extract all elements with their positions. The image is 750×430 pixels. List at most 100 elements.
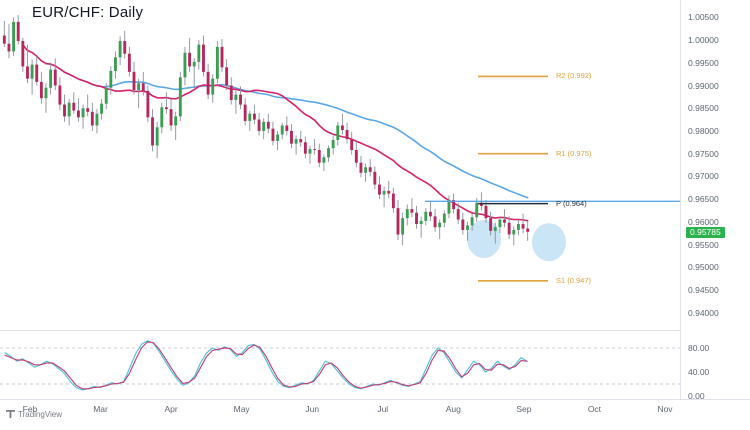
candle-down (243, 104, 247, 121)
candle-up (438, 222, 442, 228)
candle-down (141, 83, 145, 91)
oscillator-series (4, 340, 528, 391)
tradingview-watermark: TradingView (6, 410, 62, 419)
double-bottom-left (467, 220, 501, 259)
double-bottom-right (532, 223, 566, 262)
candle-up (424, 211, 428, 221)
price-axis-tick: 0.98500 (688, 103, 719, 114)
candle-up (49, 69, 53, 88)
candle-up (498, 219, 502, 228)
price-axis-tick: 0.99500 (688, 57, 719, 68)
candle-up (516, 224, 520, 230)
level-label-s1: S1 (0.947) (556, 275, 592, 285)
candle-up (308, 149, 312, 154)
price-axis-tick: 0.97000 (688, 171, 719, 182)
ma-slow-line (45, 62, 529, 199)
candle-down (206, 71, 210, 95)
candle-down (313, 149, 317, 151)
candle-down (507, 222, 511, 235)
watermark-label: TradingView (18, 410, 63, 419)
price-axis-tick: 1.00000 (688, 35, 719, 46)
candle-down (58, 85, 62, 105)
price-axis-tick: 0.94000 (688, 307, 719, 318)
candle-down (7, 43, 11, 52)
candle-down (86, 108, 90, 112)
candle-up (30, 64, 34, 79)
candle-down (21, 40, 25, 67)
candle-down (151, 117, 154, 146)
candle-down (164, 107, 168, 110)
candle-down (410, 209, 414, 213)
time-axis-tick: Jul (377, 404, 389, 414)
oscillator-line-k (4, 340, 528, 391)
candle-down (72, 102, 76, 111)
price-axis-tick: 0.95500 (688, 239, 719, 250)
time-axis-tick: Oct (587, 404, 602, 414)
candle-up (160, 107, 164, 128)
candle-down (239, 94, 242, 105)
current-price-tag[interactable]: 0.95785 (686, 226, 725, 239)
candle-down (202, 44, 205, 72)
candle-down (225, 67, 229, 86)
candle-down (271, 128, 275, 141)
candle-up (401, 218, 405, 235)
candle-up (262, 121, 266, 131)
price-axis-tick: 0.98000 (688, 125, 719, 136)
candle-down (345, 130, 349, 140)
oscillator-line-d (4, 341, 528, 390)
candle-up (183, 52, 187, 78)
candle-up (405, 209, 409, 219)
candle-up (44, 87, 48, 99)
candle-down (266, 121, 270, 129)
candle-down (317, 150, 321, 163)
candle-down (257, 119, 261, 131)
candle-up (100, 103, 104, 114)
candle-up (276, 134, 280, 141)
candle-up (178, 77, 182, 117)
candle-up (512, 229, 516, 235)
candle-up (155, 127, 159, 146)
time-axis[interactable]: Feb Mar Apr May Jun Jul Aug Sep Oct Nov (0, 400, 750, 422)
candle-down (391, 193, 395, 209)
candle-down (35, 64, 39, 82)
candle-down (489, 218, 493, 231)
candle-down (132, 71, 136, 91)
price-axis[interactable]: 1.00500 1.00000 0.99500 0.99000 0.98500 0.980… (680, 0, 750, 330)
candle-down (229, 85, 233, 101)
candle-down (433, 216, 437, 228)
oscillator-axis[interactable]: 80.00 40.00 0.00 (680, 330, 750, 401)
candle-up (174, 116, 178, 126)
candle-up (327, 148, 330, 158)
highlight-ellipses (467, 220, 566, 262)
time-axis-tick: Sep (516, 404, 532, 414)
candle-down (503, 219, 506, 223)
oscillator-axis-tick: 0.00 (688, 391, 705, 401)
ma-fast-line (22, 44, 529, 222)
candle-up (197, 44, 201, 62)
time-axis-tick: Aug (445, 404, 461, 414)
candle-down (188, 52, 192, 67)
price-axis-tick: 0.96500 (688, 194, 719, 205)
candle-up (137, 83, 141, 91)
price-axis-divider (680, 0, 681, 400)
moving-average-fast (22, 44, 529, 222)
candle-down (484, 205, 488, 219)
candle-up (466, 225, 469, 230)
candle-down (169, 109, 173, 126)
candle-up (192, 61, 196, 67)
level-label-r2: R2 (0.992) (556, 71, 592, 81)
time-axis-tick: Mar (93, 404, 108, 414)
candle-down (368, 167, 372, 172)
candle-up (280, 125, 284, 135)
candle-up (470, 217, 474, 226)
time-axis-tick: Apr (164, 404, 178, 414)
candle-down (123, 40, 127, 54)
candle-down (461, 219, 465, 230)
candle-down (373, 171, 377, 185)
candle-down (396, 208, 400, 235)
candle-down (290, 130, 293, 144)
candle-up (442, 213, 446, 223)
tradingview-logo-icon (6, 410, 15, 419)
candle-up (382, 190, 386, 195)
candle-down (90, 111, 94, 126)
